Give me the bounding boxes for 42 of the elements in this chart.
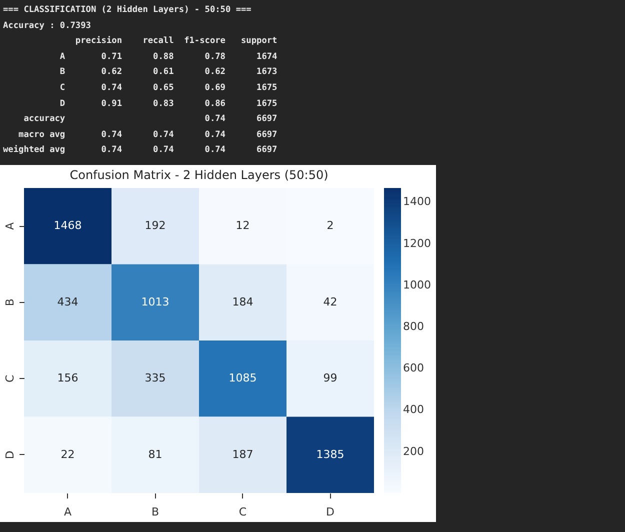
data-label: 1385	[316, 448, 344, 461]
data-label: 1085	[228, 372, 257, 385]
data-label: 184	[232, 295, 254, 308]
text: weighted avg 0.74 0.74 0.74 6697	[3, 144, 278, 158]
x-tick-label: B	[151, 506, 160, 518]
data-label: 1013	[141, 295, 170, 308]
x-tick-label: A	[64, 506, 72, 518]
data-label: 1468	[54, 219, 82, 232]
data-label: 22	[60, 448, 75, 461]
x-tick-label: D	[326, 506, 334, 518]
color-bar-label: 1400	[403, 195, 431, 208]
data-label: 2	[326, 219, 334, 232]
color-bar-label: 200	[403, 444, 424, 458]
text: D 0.91 0.83 0.86 1675	[58, 98, 278, 111]
y-tick-label: B	[4, 298, 16, 306]
data-label: 81	[148, 448, 162, 461]
data-label: 335	[144, 372, 166, 385]
y-tick-label: C	[4, 374, 16, 382]
text: Accuracy : 0.7393	[3, 20, 92, 33]
data-label: 12	[236, 219, 250, 232]
data-label: 42	[323, 295, 338, 308]
text: A 0.71 0.88 0.78 1674	[58, 50, 278, 64]
data-label: 434	[57, 295, 78, 308]
color-bar-label: 600	[403, 362, 424, 375]
color-bar-label: 400	[403, 403, 424, 416]
data-label: 156	[57, 372, 78, 385]
text: precision recall f1-score support	[74, 35, 278, 48]
y-tick-label: A	[4, 222, 16, 230]
data-label: 187	[232, 448, 254, 461]
chart-title: Confusion Matrix - 2 Hidden Layers (50:50)	[70, 168, 328, 182]
text: accuracy 0.74 6697	[22, 113, 278, 126]
data-label: 192	[144, 219, 166, 232]
color-bar-label: 800	[403, 320, 424, 333]
text: macro avg 0.74 0.74 0.74 6697	[18, 128, 278, 142]
x-tick-label: C	[238, 506, 247, 518]
text: === CLASSIFICATION (2 Hidden Layers) - 50:50 ===	[3, 4, 252, 17]
color-bar-label: 1000	[403, 278, 431, 292]
y-tick-label: D	[4, 450, 16, 460]
text: C 0.74 0.65 0.69 1675	[58, 82, 278, 95]
text: B 0.62 0.61 0.62 1673	[58, 66, 278, 80]
color-bar-label: 1200	[403, 236, 431, 250]
data-label: 99	[323, 372, 338, 385]
